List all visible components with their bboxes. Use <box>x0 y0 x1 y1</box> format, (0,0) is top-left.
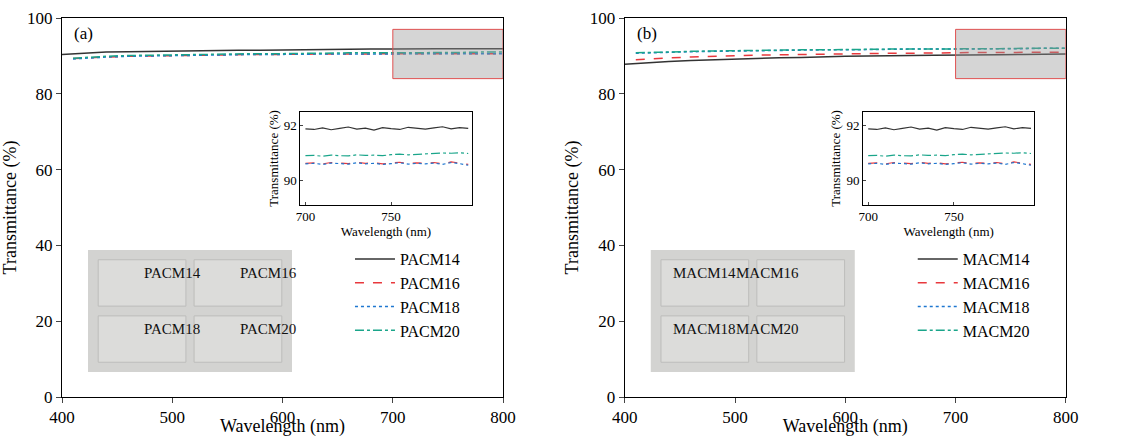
svg-text:600: 600 <box>270 408 296 427</box>
svg-text:700: 700 <box>296 209 316 224</box>
svg-text:0: 0 <box>44 388 53 407</box>
svg-text:Transmittance (%): Transmittance (%) <box>828 110 843 207</box>
svg-text:MACM14: MACM14 <box>673 265 736 281</box>
svg-text:MACM16: MACM16 <box>736 265 799 281</box>
svg-text:750: 750 <box>381 209 401 224</box>
svg-text:PACM14: PACM14 <box>400 251 460 268</box>
svg-text:600: 600 <box>833 408 859 427</box>
svg-text:MACM20: MACM20 <box>736 321 799 337</box>
svg-text:100: 100 <box>27 9 53 28</box>
svg-text:90: 90 <box>846 173 859 188</box>
svg-text:80: 80 <box>36 85 53 104</box>
svg-text:PACM16: PACM16 <box>400 275 460 292</box>
svg-text:60: 60 <box>598 161 615 180</box>
svg-text:MACM18: MACM18 <box>673 321 736 337</box>
svg-text:PACM20: PACM20 <box>400 323 460 340</box>
svg-text:92: 92 <box>284 118 297 133</box>
svg-text:20: 20 <box>598 312 615 331</box>
svg-text:750: 750 <box>944 209 964 224</box>
svg-text:PACM14: PACM14 <box>144 265 201 281</box>
svg-text:400: 400 <box>49 408 75 427</box>
svg-text:20: 20 <box>36 312 53 331</box>
svg-text:80: 80 <box>598 85 615 104</box>
svg-text:Wavelength (nm): Wavelength (nm) <box>783 416 908 437</box>
svg-text:500: 500 <box>722 408 748 427</box>
svg-text:MACM16: MACM16 <box>963 275 1030 292</box>
svg-text:60: 60 <box>36 161 53 180</box>
svg-text:500: 500 <box>160 408 186 427</box>
svg-text:700: 700 <box>943 408 969 427</box>
svg-text:PACM18: PACM18 <box>144 321 200 337</box>
svg-text:Wavelength (nm): Wavelength (nm) <box>904 224 994 239</box>
svg-text:800: 800 <box>490 408 515 427</box>
svg-text:40: 40 <box>598 236 615 255</box>
svg-text:700: 700 <box>858 209 878 224</box>
svg-text:Transmittance (%): Transmittance (%) <box>562 141 583 275</box>
svg-text:(a): (a) <box>74 24 93 43</box>
svg-text:Transmittance (%): Transmittance (%) <box>266 110 281 207</box>
svg-text:0: 0 <box>607 388 616 407</box>
svg-text:92: 92 <box>846 118 859 133</box>
svg-text:700: 700 <box>380 408 406 427</box>
svg-text:Transmittance (%): Transmittance (%) <box>0 141 21 275</box>
svg-text:PACM20: PACM20 <box>240 321 296 337</box>
svg-text:90: 90 <box>284 173 297 188</box>
svg-text:100: 100 <box>590 9 616 28</box>
svg-text:800: 800 <box>1053 408 1079 427</box>
svg-text:MACM18: MACM18 <box>963 299 1030 316</box>
svg-text:Wavelength (nm): Wavelength (nm) <box>341 224 431 239</box>
svg-text:PACM16: PACM16 <box>240 265 297 281</box>
svg-text:Wavelength (nm): Wavelength (nm) <box>220 416 345 437</box>
svg-text:(b): (b) <box>637 24 657 43</box>
svg-text:40: 40 <box>36 236 53 255</box>
svg-text:400: 400 <box>612 408 638 427</box>
svg-text:PACM18: PACM18 <box>400 299 460 316</box>
svg-text:MACM20: MACM20 <box>963 323 1030 340</box>
svg-text:MACM14: MACM14 <box>963 251 1030 268</box>
